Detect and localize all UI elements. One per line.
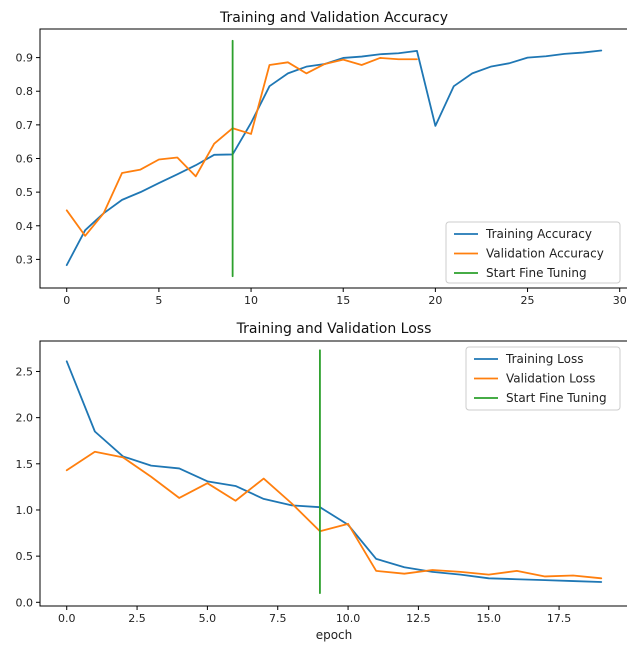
loss-legend-label-validation-loss: Validation Loss [506,372,595,386]
loss-xtick-label: 15.0 [476,612,501,625]
accuracy-ytick-label: 0.8 [16,85,34,98]
accuracy-legend-label-validation-accuracy: Validation Accuracy [486,247,604,261]
accuracy-xtick-label: 0 [63,294,70,307]
loss-legend-label-start-fine-tuning: Start Fine Tuning [506,391,607,405]
loss-xtick-label: 5.0 [199,612,217,625]
accuracy-xtick-label: 30 [613,294,627,307]
accuracy-xtick-label: 20 [428,294,442,307]
accuracy-xtick-label: 10 [244,294,258,307]
loss-chart: Training and Validation Loss 0.0 2.5 5.0 7.… [16,321,627,642]
accuracy-xtick-label: 25 [521,294,535,307]
loss-chart-xlabel: epoch [316,628,353,642]
loss-xtick-label: 12.5 [406,612,431,625]
loss-xtick-label: 0.0 [58,612,76,625]
loss-plot-area [39,340,627,607]
loss-xtick-label: 10.0 [336,612,361,625]
loss-legend-box [465,346,621,411]
loss-xtick-label: 7.5 [269,612,287,625]
accuracy-legend-box [445,221,621,284]
accuracy-xtick-label: 5 [155,294,162,307]
accuracy-series-validation-accuracy [65,57,418,237]
loss-ytick-label: 0.0 [16,596,34,609]
accuracy-ytick-label: 0.5 [16,186,34,199]
loss-ytick-label: 1.0 [16,504,34,517]
accuracy-legend-label-training-accuracy: Training Accuracy [485,227,592,241]
loss-xtick-label: 2.5 [128,612,146,625]
loss-ytick-label: 2.5 [16,365,34,378]
accuracy-ytick-label: 0.3 [16,253,34,266]
accuracy-ytick-label: 0.9 [16,52,34,65]
loss-xtick-label: 17.5 [547,612,572,625]
accuracy-legend-label-start-fine-tuning: Start Fine Tuning [486,266,587,280]
accuracy-ytick-label: 0.4 [16,220,34,233]
loss-ytick-label: 0.5 [16,550,34,563]
loss-series-training-loss [65,360,603,583]
accuracy-ytick-label: 0.6 [16,153,34,166]
loss-chart-title: Training and Validation Loss [236,321,432,337]
accuracy-xtick-label: 15 [336,294,350,307]
loss-ytick-label: 1.5 [16,458,34,471]
loss-legend-label-training-loss: Training Loss [505,352,583,366]
accuracy-ytick-label: 0.7 [16,119,34,132]
loss-ytick-label: 2.0 [16,412,34,425]
accuracy-chart: Training and Validation Accuracy 0 5 10 15 2… [16,10,627,307]
accuracy-chart-title: Training and Validation Accuracy [219,10,448,26]
loss-series-validation-loss [65,450,603,580]
